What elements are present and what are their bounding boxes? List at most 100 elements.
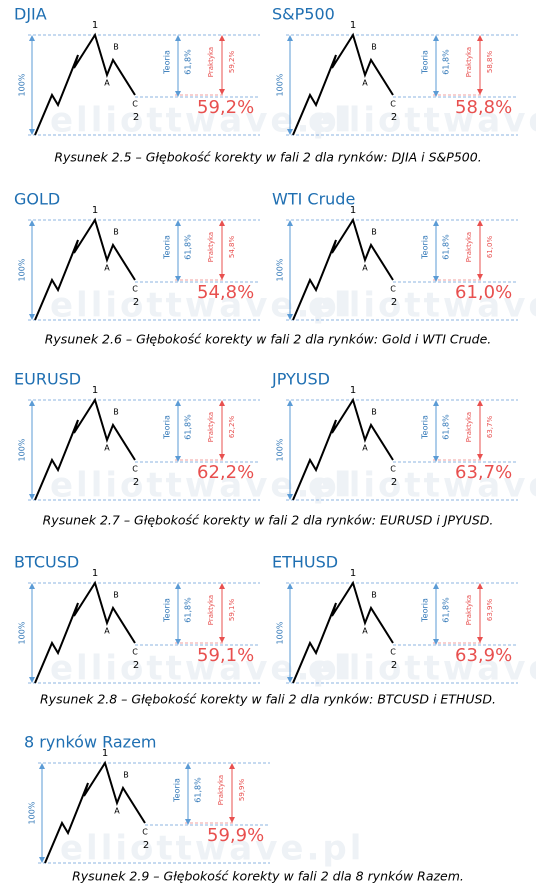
practice-label: Praktyka: [207, 47, 215, 77]
wave-label: C: [390, 648, 396, 657]
theory-label: Teoria: [173, 778, 182, 803]
theory-label: Teoria: [163, 415, 172, 440]
wave-label: 1: [350, 20, 356, 31]
practice-value: 59,2%: [197, 97, 254, 118]
theory-value: 61,8%: [442, 597, 451, 623]
wave-label: 1: [350, 385, 356, 396]
label-full: 100%: [18, 258, 27, 281]
practice-value: 58,8%: [455, 97, 512, 118]
wave-label: 1: [92, 385, 98, 396]
chart-panel: GOLD elliottwave.pl 100% 1 A B C 2 Teoria 61,8% Pr…: [14, 190, 354, 326]
wave-label: 2: [391, 477, 397, 488]
wave-label: B: [113, 591, 119, 600]
wave-label: 2: [133, 477, 139, 488]
wave-label: A: [104, 264, 110, 273]
wave-label: 2: [133, 297, 139, 308]
practice-value-small: 61,0%: [486, 236, 494, 259]
wave-label: 1: [92, 20, 98, 31]
label-full: 100%: [28, 801, 37, 824]
practice-value-small: 63,7%: [486, 416, 494, 439]
practice-value: 59,9%: [207, 825, 264, 846]
wave-label: A: [362, 444, 368, 453]
theory-label: Teoria: [163, 235, 172, 260]
wave-line: [292, 32, 394, 136]
chart-panel: 8 rynków Razem elliottwave.pl 100% 1 A B C 2 Teo…: [24, 733, 361, 869]
chart-panel: BTCUSD elliottwave.pl 100% 1 A B C 2 Teoria 61,8%…: [14, 553, 354, 689]
practice-label: Praktyka: [207, 232, 215, 262]
practice-value-small: 59,1%: [228, 599, 236, 622]
wave-label: 1: [92, 205, 98, 216]
watermark: elliottwave.pl: [308, 649, 536, 689]
wave-label: 1: [102, 748, 108, 759]
wave-label: 2: [391, 112, 397, 123]
wave-label: A: [362, 264, 368, 273]
label-full: 100%: [18, 621, 27, 644]
chart-panel: WTI Crude elliottwave.pl 100% 1 A B C 2 Teoria 61…: [272, 190, 536, 326]
figure-caption: Rysunek 2.5 – Głębokość korekty w fali 2…: [54, 150, 481, 165]
wave-line: [292, 397, 394, 501]
figure-caption: Rysunek 2.6 – Głębokość korekty w fali 2…: [45, 332, 492, 347]
watermark: elliottwave.pl: [50, 466, 354, 506]
practice-value-small: 59,2%: [228, 51, 236, 74]
theory-label: Teoria: [421, 50, 430, 75]
watermark: elliottwave.pl: [50, 101, 354, 141]
chart-panel: S&P500 elliottwave.pl 100% 1 A B C 2 Teoria 61,8%…: [272, 5, 536, 141]
theory-label: Teoria: [421, 415, 430, 440]
wave-label: 2: [143, 840, 149, 851]
panel-title: S&P500: [272, 5, 335, 24]
theory-label: Teoria: [421, 598, 430, 623]
wave-line: [34, 580, 136, 684]
wave-label: 2: [391, 660, 397, 671]
wave-label: 2: [133, 112, 139, 123]
chart-panel: EURUSD elliottwave.pl 100% 1 A B C 2 Teoria 61,8%…: [14, 370, 354, 506]
practice-label: Praktyka: [207, 595, 215, 625]
watermark: elliottwave.pl: [308, 101, 536, 141]
wave-label: C: [132, 100, 138, 109]
wave-label: A: [104, 444, 110, 453]
practice-value-small: 59,9%: [238, 779, 246, 802]
theory-value: 61,8%: [442, 234, 451, 260]
practice-label: Praktyka: [465, 232, 473, 262]
wave-label: B: [113, 43, 119, 52]
wave-line: [292, 580, 394, 684]
chart-panel: ETHUSD elliottwave.pl 100% 1 A B C 2 Teoria 61,8%…: [272, 553, 536, 689]
wave-label: A: [114, 807, 120, 816]
practice-value-small: 62,2%: [228, 416, 236, 439]
practice-label: Praktyka: [465, 412, 473, 442]
wave-label: B: [371, 408, 377, 417]
wave-label: 1: [350, 205, 356, 216]
theory-value: 61,8%: [442, 414, 451, 440]
wave-label: B: [113, 408, 119, 417]
practice-value: 63,9%: [455, 645, 512, 666]
panel-title: DJIA: [14, 5, 47, 24]
panel-title: ETHUSD: [272, 553, 338, 572]
practice-value: 62,2%: [197, 462, 254, 483]
theory-value: 61,8%: [442, 49, 451, 75]
wave-label: 2: [391, 297, 397, 308]
practice-value: 54,8%: [197, 282, 254, 303]
wave-label: 1: [92, 568, 98, 579]
wave-label: C: [132, 285, 138, 294]
wave-label: C: [390, 285, 396, 294]
figure-caption: Rysunek 2.8 – Głębokość korekty w fali 2…: [40, 692, 496, 707]
watermark: elliottwave.pl: [50, 286, 354, 326]
theory-value: 61,8%: [184, 234, 193, 260]
panel-title: GOLD: [14, 190, 60, 209]
chart-panel: JPYUSD elliottwave.pl 100% 1 A B C 2 Teoria 61,8%…: [271, 370, 536, 506]
practice-value-small: 63,9%: [486, 599, 494, 622]
theory-label: Teoria: [421, 235, 430, 260]
watermark: elliottwave.pl: [308, 286, 536, 326]
practice-label: Praktyka: [465, 47, 473, 77]
chart-panel: DJIA elliottwave.pl 100% 1 A B C 2 Teoria 61,8% Pr…: [14, 5, 354, 141]
wave-label: A: [362, 79, 368, 88]
wave-line: [34, 32, 136, 136]
wave-line: [34, 397, 136, 501]
watermark: elliottwave.pl: [50, 649, 354, 689]
panel-title: WTI Crude: [272, 190, 355, 209]
practice-value: 59,1%: [197, 645, 254, 666]
wave-line: [292, 217, 394, 321]
label-full: 100%: [18, 73, 27, 96]
figure-caption: Rysunek 2.9 – Głębokość korekty w fali 2…: [72, 869, 464, 884]
panel-title: EURUSD: [14, 370, 81, 389]
